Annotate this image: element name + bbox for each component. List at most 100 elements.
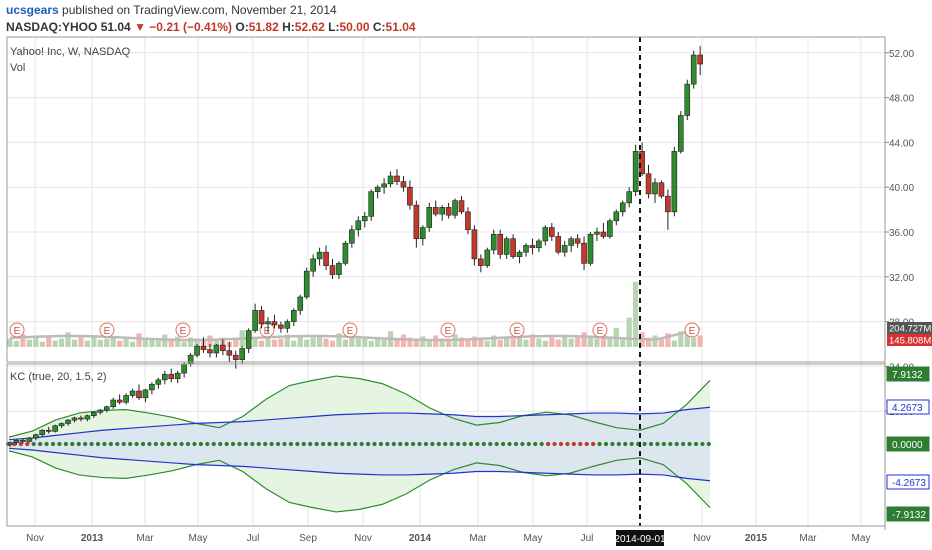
publish-line: ucsgears published on TradingView.com, N…	[6, 3, 337, 17]
volume-bar	[207, 335, 213, 347]
squeeze-dot	[378, 441, 384, 447]
candle-body	[607, 220, 613, 237]
author-link[interactable]: ucsgears	[6, 3, 59, 17]
time-tick-label: Sep	[299, 533, 317, 544]
volume-bar	[407, 337, 413, 347]
candle-body	[271, 321, 278, 326]
squeeze-dot	[603, 441, 609, 447]
squeeze-dot	[256, 441, 261, 447]
candle-body	[426, 207, 433, 228]
candle-body	[684, 83, 691, 116]
squeeze-dot	[591, 441, 596, 447]
squeeze-dot	[153, 441, 158, 447]
squeeze-dot	[365, 441, 371, 447]
squeeze-dot	[700, 441, 705, 447]
volume-bar	[91, 335, 97, 347]
open-value: 51.82	[248, 20, 279, 34]
candle-body	[265, 321, 271, 325]
candle-body	[632, 151, 639, 192]
candle-body	[536, 240, 542, 248]
candle-body	[497, 233, 504, 255]
time-tick-label: May	[189, 533, 208, 544]
squeeze-dot	[410, 441, 416, 447]
low-label: L:	[328, 20, 340, 34]
squeeze-dot	[295, 441, 300, 447]
volume-bar	[678, 331, 684, 347]
candle-body	[368, 191, 375, 217]
squeeze-dot	[108, 441, 113, 447]
volume-bar	[110, 336, 116, 347]
earnings-marker-label: E	[445, 326, 452, 337]
volume-bar	[142, 339, 149, 347]
volume-bar	[304, 339, 310, 347]
time-tick-label: Mar	[469, 533, 487, 544]
squeeze-dot	[668, 441, 673, 447]
squeeze-dot	[578, 441, 583, 447]
candle-body	[465, 211, 471, 231]
price-change: −0.21 (−0.41%)	[149, 20, 233, 34]
candle-body	[329, 265, 336, 275]
keltner-panel	[5, 375, 711, 513]
squeeze-dot	[456, 441, 461, 447]
candle-body	[232, 354, 239, 360]
kc-title: KC (true, 20, 1.5, 2)	[10, 371, 107, 383]
volume-bar	[697, 335, 703, 347]
squeeze-dot	[610, 441, 615, 447]
volume-bar	[581, 332, 587, 347]
volume-bar	[549, 337, 555, 347]
chart-title: Yahoo! Inc, W, NASDAQ	[10, 46, 131, 58]
volume-bar	[594, 338, 600, 347]
squeeze-dot	[269, 441, 274, 447]
volume-bar	[620, 339, 626, 347]
squeeze-dot	[263, 441, 268, 447]
volume-bar	[491, 335, 497, 347]
candle-body	[149, 384, 155, 391]
candle-body	[103, 406, 110, 411]
candle-body	[645, 173, 652, 195]
candle-body	[316, 251, 323, 260]
earnings-marker	[440, 322, 456, 338]
squeeze-dot	[449, 441, 454, 447]
squeeze-dot	[18, 441, 23, 447]
candle-body	[45, 429, 52, 432]
squeeze-dot	[70, 441, 75, 447]
squeeze-dot	[501, 441, 506, 447]
candle-body	[484, 249, 491, 266]
volume-bar	[97, 339, 103, 347]
squeeze-dot	[623, 441, 628, 447]
volume-bar	[355, 338, 361, 347]
volume-bar	[233, 338, 239, 347]
volume-bar	[484, 340, 490, 347]
volume-bar	[71, 339, 78, 347]
volume-bar	[297, 336, 303, 347]
candle-body	[207, 349, 213, 354]
squeeze-dot	[655, 441, 660, 447]
kc-axis-value: -7.9132	[892, 510, 926, 521]
marker-date-label: 2014-09-01	[614, 534, 666, 545]
candle-body	[516, 251, 523, 257]
squeeze-dot	[31, 441, 36, 447]
candle-body	[310, 258, 316, 272]
volume-bar	[194, 338, 200, 347]
time-tick-label: 2014	[409, 533, 432, 544]
earnings-marker	[175, 322, 191, 338]
candle-body	[284, 321, 291, 329]
candle-body	[91, 412, 97, 416]
volume-bar	[168, 339, 174, 347]
marker-date-badge	[616, 530, 664, 546]
squeeze-dot	[693, 441, 699, 447]
volume-bar	[471, 336, 477, 347]
volume-bar	[516, 336, 523, 347]
candle-body	[78, 417, 84, 420]
volume-bar	[181, 341, 187, 347]
squeeze-dot	[648, 441, 654, 447]
volume-bar	[65, 332, 71, 347]
candle-body	[290, 310, 297, 322]
squeeze-dot	[507, 441, 512, 447]
squeeze-dot	[57, 441, 62, 447]
squeeze-dot	[147, 441, 152, 447]
low-value: 50.00	[339, 20, 370, 34]
volume-bar	[362, 336, 368, 347]
earnings-marker	[99, 322, 115, 338]
